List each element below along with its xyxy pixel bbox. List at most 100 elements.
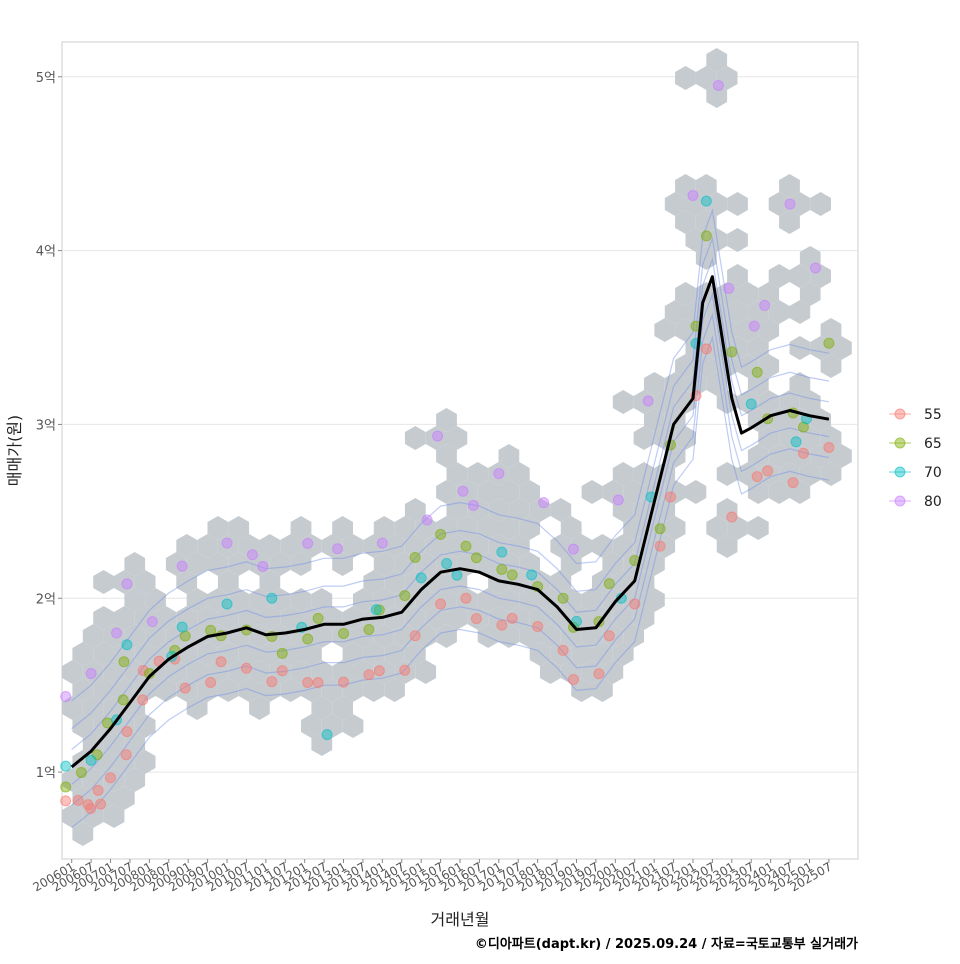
hexbin-cell bbox=[311, 624, 333, 648]
hexbin-cell bbox=[280, 534, 301, 558]
scatter-point-80 bbox=[748, 320, 760, 332]
hexbin-cell bbox=[488, 606, 509, 630]
hexbin-cell bbox=[436, 408, 457, 432]
hexbin-cell bbox=[789, 480, 811, 504]
scatter-point-55 bbox=[312, 677, 324, 689]
hexbin-cell bbox=[810, 408, 831, 432]
hexbin-cell bbox=[747, 480, 769, 504]
hexbin-cell bbox=[103, 660, 125, 684]
hexbin-cell bbox=[695, 246, 717, 270]
scatter-point-55 bbox=[399, 664, 411, 676]
hexbin-cell bbox=[446, 498, 468, 522]
hexbin-cell bbox=[332, 516, 353, 540]
scatter-point-65 bbox=[751, 366, 763, 378]
hexbin-cell bbox=[706, 516, 728, 540]
hexbin-cell bbox=[114, 678, 135, 702]
hexbin-cell bbox=[114, 606, 135, 630]
hexbin-cell bbox=[124, 552, 146, 576]
density-contour bbox=[71, 256, 830, 750]
hexbin-cell bbox=[675, 210, 696, 234]
hexbin-cell bbox=[93, 570, 114, 594]
hexbin-cell bbox=[415, 588, 437, 612]
y-axis: 1억 2억 3억 4억 5억 bbox=[36, 71, 62, 781]
scatter-point-80 bbox=[759, 299, 771, 311]
hexbin-cell bbox=[280, 678, 301, 702]
hexbin-cell bbox=[425, 570, 447, 594]
hexbin-cell bbox=[321, 534, 343, 558]
hexbin-cell bbox=[145, 588, 166, 612]
hexbin-cell bbox=[779, 462, 800, 486]
hexbin-cell bbox=[529, 606, 551, 630]
hexbin-cell bbox=[259, 534, 281, 558]
hexbin-cell bbox=[758, 426, 780, 450]
scatter-point-55 bbox=[593, 668, 605, 680]
hexbin-cell bbox=[810, 336, 831, 360]
scatter-point-55 bbox=[72, 794, 84, 806]
hexbin-cell bbox=[675, 426, 696, 450]
scatter-point-80 bbox=[612, 494, 624, 506]
hexbin-cell bbox=[134, 642, 156, 666]
scatter-point-55 bbox=[92, 784, 104, 796]
hexbin-cell bbox=[93, 606, 114, 630]
density-contours bbox=[71, 208, 830, 829]
scatter-point-80 bbox=[467, 499, 479, 511]
hexbin-cell bbox=[301, 642, 322, 666]
scatter-point-65 bbox=[435, 528, 447, 540]
hexbin-cell bbox=[654, 318, 676, 342]
hexbin-cell bbox=[519, 552, 540, 576]
hexbin-cell bbox=[612, 606, 634, 630]
hexbin-cell bbox=[404, 570, 426, 594]
scatter-point-55 bbox=[532, 621, 544, 633]
scatter-point-80 bbox=[421, 514, 433, 526]
scatter-point-70 bbox=[496, 546, 508, 558]
hexbin-layer bbox=[62, 48, 852, 846]
hexbin-cell bbox=[415, 624, 437, 648]
scatter-point-80 bbox=[257, 560, 269, 572]
hexbin-cell bbox=[290, 552, 312, 576]
hexbin-cell bbox=[456, 516, 478, 540]
hexbin-cell bbox=[789, 264, 811, 288]
hexbin-cell bbox=[477, 480, 499, 504]
hexbin-cell bbox=[695, 66, 717, 90]
scatter-point-80 bbox=[784, 198, 796, 210]
hexbin-cell bbox=[758, 318, 780, 342]
hexbin-cell bbox=[124, 768, 146, 792]
hexbin-cell bbox=[488, 534, 509, 558]
scatter-point-55 bbox=[137, 694, 149, 706]
scatter-point-70 bbox=[700, 195, 712, 207]
hexbin-cell bbox=[103, 804, 125, 828]
hexbin-cell bbox=[488, 498, 509, 522]
scatter-point-55 bbox=[363, 669, 375, 681]
hexbin-cell bbox=[384, 534, 405, 558]
hexbin-cell bbox=[529, 642, 551, 666]
hexbin-cell bbox=[508, 534, 530, 558]
scatter-point-65 bbox=[726, 346, 738, 358]
hexbin-cell bbox=[155, 642, 177, 666]
hexbin-cell bbox=[72, 642, 94, 666]
scatter-point-55 bbox=[302, 676, 314, 688]
scatter-point-65 bbox=[373, 604, 385, 616]
scatter-point-65 bbox=[118, 656, 130, 668]
hexbin-cell bbox=[415, 516, 437, 540]
hexbin-cell bbox=[436, 480, 457, 504]
hexbin-cell bbox=[280, 606, 301, 630]
hexbin-cell bbox=[93, 786, 114, 810]
hexbin-cell bbox=[831, 444, 852, 468]
hexbin-cell bbox=[498, 516, 520, 540]
hexbin-cell bbox=[540, 624, 561, 648]
scatter-point-65 bbox=[399, 590, 411, 602]
hexbin-cell bbox=[508, 498, 530, 522]
hexbin-cell bbox=[394, 624, 416, 648]
scatter-point-65 bbox=[557, 592, 569, 604]
hexbin-cell bbox=[519, 480, 540, 504]
hexbin-cell bbox=[301, 678, 322, 702]
scatter-point-55 bbox=[205, 676, 217, 688]
hexbin-cell bbox=[747, 336, 769, 360]
legend-label: 55 bbox=[924, 407, 942, 423]
scatter-point-80 bbox=[432, 430, 444, 442]
hexbin-cell bbox=[768, 264, 790, 288]
hexbin-cell bbox=[498, 444, 520, 468]
hexbin-cell bbox=[467, 462, 489, 486]
hexbin-cell bbox=[217, 678, 239, 702]
hexbin-cell bbox=[436, 588, 457, 612]
